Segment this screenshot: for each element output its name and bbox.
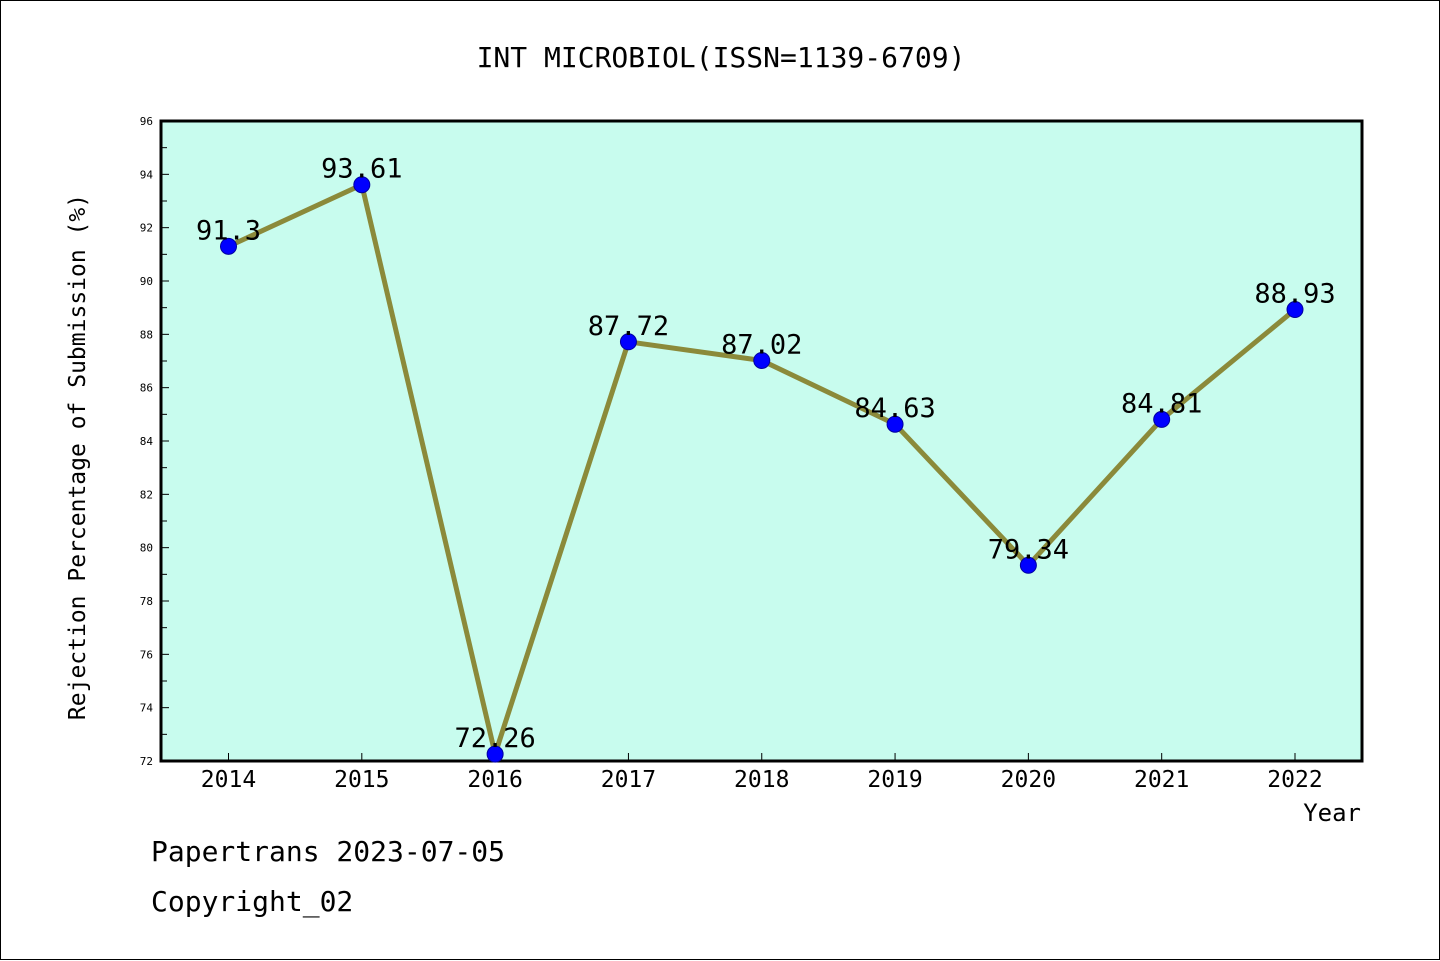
data-point: [886, 415, 904, 433]
x-axis-label: Year: [1303, 799, 1361, 827]
x-tick-label: 2019: [867, 767, 922, 793]
data-label: 79.34: [988, 534, 1069, 565]
plot-area: [159, 119, 1364, 763]
data-point: [1153, 410, 1171, 428]
data-point: [619, 333, 637, 351]
y-tick-label: 72: [140, 755, 153, 768]
y-tick-label: 86: [140, 382, 153, 395]
x-tick-label: 2017: [601, 767, 656, 793]
data-point: [353, 176, 371, 194]
data-markers: [220, 176, 1304, 763]
y-tick-label: 88: [140, 328, 153, 341]
data-label: 84.81: [1121, 388, 1202, 419]
y-tick-label: 74: [140, 702, 154, 715]
data-point: [753, 351, 771, 369]
data-label: 84.63: [854, 393, 935, 424]
data-point: [486, 745, 504, 763]
data-label: 91.3: [196, 215, 261, 246]
y-axis-label: Rejection Percentage of Submission (%): [65, 194, 91, 720]
y-tick-label: 92: [140, 222, 153, 235]
data-label: 87.72: [588, 311, 669, 342]
data-point: [1019, 556, 1037, 574]
data-point: [220, 237, 237, 255]
y-tick-label: 76: [140, 648, 153, 661]
x-tick-label: 2020: [1001, 767, 1056, 793]
x-tick-label: 2015: [334, 767, 389, 793]
x-axis: 2014 2015 2016 2017 2018 2019 2020 2021 2022: [201, 753, 1323, 793]
y-tick-label: 82: [140, 488, 153, 501]
chart-title: INT MICROBIOL(ISSN=1139-6709): [477, 41, 966, 74]
data-labels: 91.3 93.61 72.26 87.72 87.02 84.63 79.34 84.81 8…: [196, 154, 1336, 754]
y-axis: 72 74 76 78 80 82 84 86 88 90 92 94 96: [140, 115, 169, 768]
x-tick-label: 2021: [1134, 767, 1189, 793]
data-point: [1286, 301, 1304, 319]
x-tick-label: 2014: [201, 767, 256, 793]
data-label: 93.61: [321, 154, 402, 185]
y-tick-label: 84: [140, 435, 154, 448]
x-tick-label: 2022: [1267, 767, 1322, 793]
footer-date: Papertrans 2023-07-05: [151, 835, 506, 868]
y-tick-label: 80: [140, 542, 153, 555]
y-tick-label: 96: [140, 115, 153, 128]
y-tick-label: 90: [140, 275, 153, 288]
footer-copyright: Copyright_02: [151, 885, 354, 918]
data-label: 72.26: [454, 723, 535, 754]
x-tick-label: 2018: [734, 767, 789, 793]
y-tick-label: 94: [140, 168, 154, 181]
data-label: 88.93: [1254, 279, 1335, 310]
y-tick-label: 78: [140, 595, 153, 608]
x-tick-label: 2016: [467, 767, 522, 793]
data-label: 87.02: [721, 329, 802, 360]
